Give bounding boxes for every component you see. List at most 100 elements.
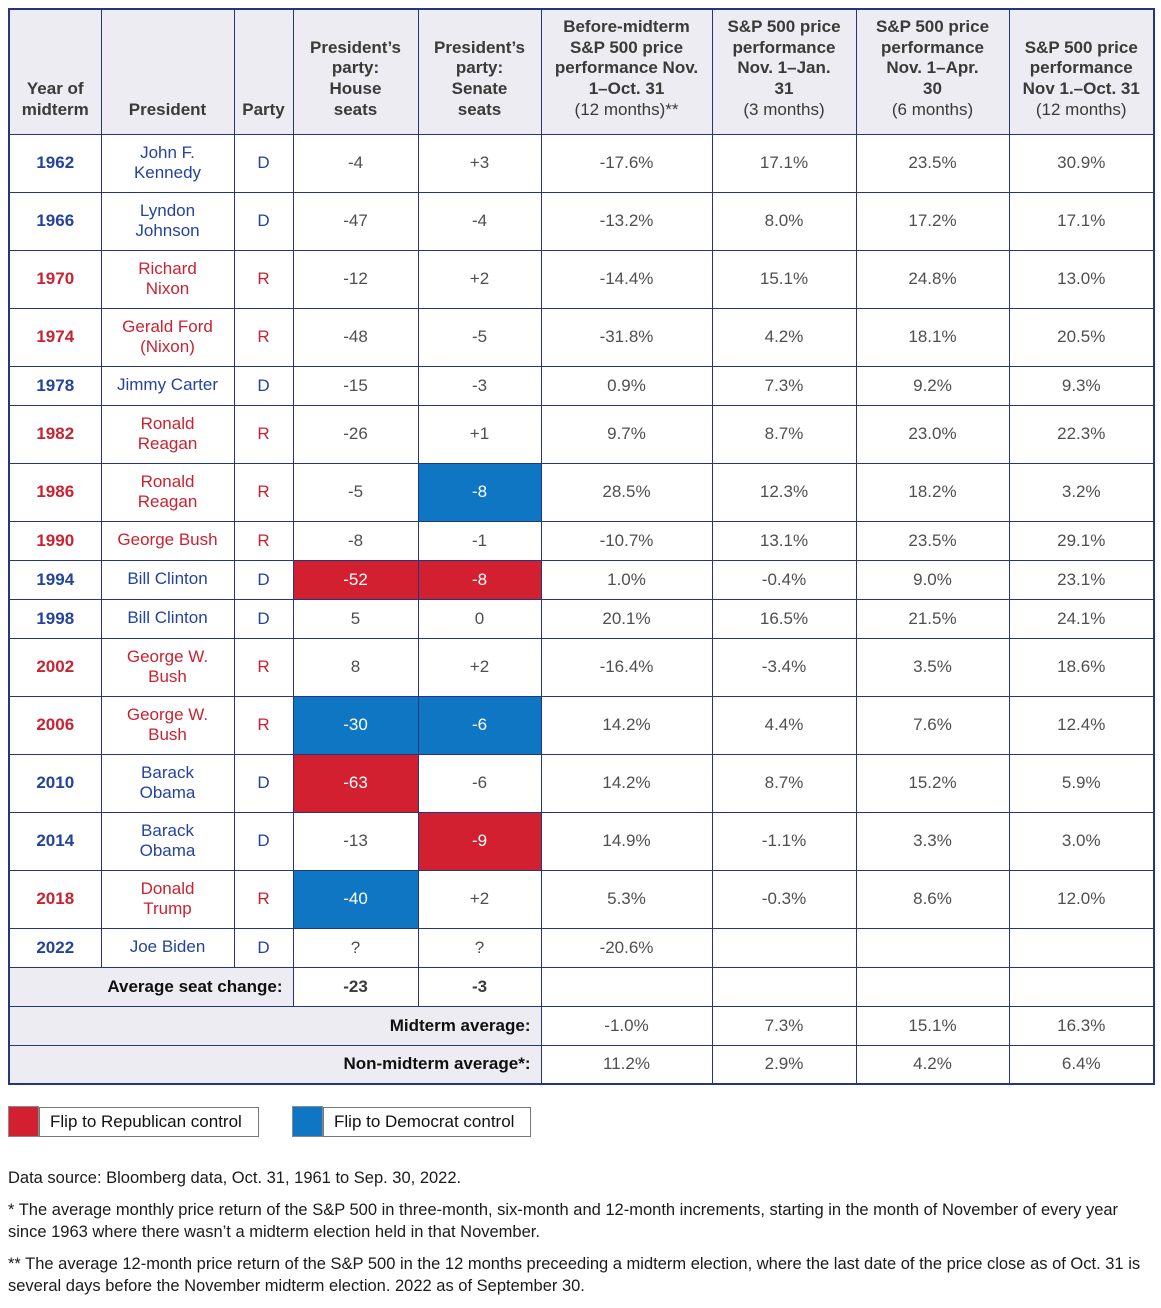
house-seats-cell: -48	[292, 307, 419, 367]
before-midterm-12m-cell: 0.9%	[540, 365, 713, 406]
senate-seats-cell: +3	[417, 133, 542, 193]
republican-flip-swatch	[8, 1106, 39, 1137]
performance-3m-cell: -0.4%	[711, 559, 857, 600]
year-cell: 2018	[8, 869, 102, 929]
senate-seats-cell: +2	[417, 637, 542, 697]
table-row: 1970 Richard Nixon R -12 +2 -14.4% 15.1%…	[8, 249, 1155, 309]
house-seats-cell: -52	[292, 559, 419, 600]
president-cell: George W. Bush	[100, 695, 235, 755]
senate-seats-cell: 0	[417, 598, 542, 639]
performance-12m-cell: 3.0%	[1008, 811, 1155, 871]
before-midterm-12m-cell: 14.2%	[540, 753, 713, 813]
header-president: President	[100, 8, 235, 135]
democrat-flip-label: Flip to Democrat control	[323, 1106, 532, 1137]
non-midterm-average-6m: 4.2%	[855, 1044, 1010, 1085]
performance-12m-cell: 23.1%	[1008, 559, 1155, 600]
footnotes: Data source: Bloomberg data, Oct. 31, 19…	[8, 1168, 1158, 1297]
performance-6m-cell: 3.5%	[855, 637, 1010, 697]
footnote-non-midterm: * The average monthly price return of th…	[8, 1201, 1119, 1241]
before-midterm-12m-cell: -14.4%	[540, 249, 713, 309]
table-row: 1962 John F. Kennedy D -4 +3 -17.6% 17.1…	[8, 133, 1155, 193]
party-cell: D	[233, 365, 294, 406]
senate-seats-cell: +2	[417, 869, 542, 929]
before-midterm-12m-cell: 28.5%	[540, 462, 713, 522]
house-seats-cell: 8	[292, 637, 419, 697]
before-midterm-12m-cell: 9.7%	[540, 404, 713, 464]
party-cell: D	[233, 559, 294, 600]
midterm-average-3m: 7.3%	[711, 1005, 857, 1046]
table-row: 1974 Gerald Ford (Nixon) R -48 -5 -31.8%…	[8, 307, 1155, 367]
party-cell: R	[233, 249, 294, 309]
header-before-midterm-12m: Before-midterm S&P 500 price performance…	[540, 8, 713, 135]
performance-12m-cell: 13.0%	[1008, 249, 1155, 309]
president-cell: George W. Bush	[100, 637, 235, 697]
house-seats-cell: -4	[292, 133, 419, 193]
empty-cell	[540, 966, 713, 1007]
before-midterm-12m-cell: -10.7%	[540, 520, 713, 561]
party-cell: D	[233, 133, 294, 193]
year-cell: 2006	[8, 695, 102, 755]
party-cell: R	[233, 520, 294, 561]
senate-seats-cell: ?	[417, 927, 542, 968]
non-midterm-average-label: Non-midterm average*:	[8, 1044, 542, 1085]
performance-6m-cell: 7.6%	[855, 695, 1010, 755]
year-cell: 1978	[8, 365, 102, 406]
table-row: 2022 Joe Biden D ? ? -20.6%	[8, 927, 1155, 968]
senate-seats-cell: -9	[417, 811, 542, 871]
year-cell: 2002	[8, 637, 102, 697]
president-cell: Lyndon Johnson	[100, 191, 235, 251]
data-source-note: Data source: Bloomberg data, Oct. 31, 19…	[8, 1169, 462, 1187]
democrat-flip-swatch	[292, 1106, 323, 1137]
performance-3m-cell: 7.3%	[711, 365, 857, 406]
header-6-months-title: S&P 500 price performance Nov. 1–Apr. 30	[875, 16, 990, 99]
performance-3m-cell: 15.1%	[711, 249, 857, 309]
header-house-seats-title: President’s party: House seats	[309, 37, 402, 119]
performance-12m-cell: 9.3%	[1008, 365, 1155, 406]
performance-6m-cell: 15.2%	[855, 753, 1010, 813]
before-midterm-12m-cell: -16.4%	[540, 637, 713, 697]
performance-6m-cell: 21.5%	[855, 598, 1010, 639]
table-row: 2010 Barack Obama D -63 -6 14.2% 8.7% 15…	[8, 753, 1155, 813]
empty-cell	[711, 966, 857, 1007]
average-seat-change-row: Average seat change: -23 -3	[8, 966, 1155, 1007]
non-midterm-average-row: Non-midterm average*: 11.2% 2.9% 4.2% 6.…	[8, 1044, 1155, 1085]
non-midterm-average-12m: 6.4%	[1008, 1044, 1155, 1085]
party-cell: R	[233, 695, 294, 755]
performance-3m-cell: 13.1%	[711, 520, 857, 561]
year-cell: 2014	[8, 811, 102, 871]
average-house-seats: -23	[292, 966, 419, 1007]
performance-3m-cell: 4.4%	[711, 695, 857, 755]
performance-12m-cell: 18.6%	[1008, 637, 1155, 697]
president-cell: Joe Biden	[100, 927, 235, 968]
header-year: Year of midterm	[8, 8, 102, 135]
senate-seats-cell: -8	[417, 559, 542, 600]
empty-cell	[855, 966, 1010, 1007]
performance-12m-cell: 24.1%	[1008, 598, 1155, 639]
performance-6m-cell: 9.0%	[855, 559, 1010, 600]
senate-seats-cell: -8	[417, 462, 542, 522]
performance-6m-cell: 18.2%	[855, 462, 1010, 522]
senate-seats-cell: -5	[417, 307, 542, 367]
president-cell: John F. Kennedy	[100, 133, 235, 193]
senate-seats-cell: -3	[417, 365, 542, 406]
legend: Flip to Republican control Flip to Democ…	[8, 1106, 1153, 1141]
performance-6m-cell: 18.1%	[855, 307, 1010, 367]
before-midterm-12m-cell: 14.2%	[540, 695, 713, 755]
performance-12m-cell	[1008, 927, 1155, 968]
before-midterm-12m-cell: -17.6%	[540, 133, 713, 193]
table-summary: Average seat change: -23 -3 Midterm aver…	[8, 966, 1155, 1085]
president-cell: Jimmy Carter	[100, 365, 235, 406]
republican-flip-label: Flip to Republican control	[39, 1106, 259, 1137]
header-12-months: S&P 500 price performance Nov 1.–Oct. 31…	[1008, 8, 1155, 135]
table-row: 1982 Ronald Reagan R -26 +1 9.7% 8.7% 23…	[8, 404, 1155, 464]
performance-3m-cell: 4.2%	[711, 307, 857, 367]
empty-cell	[1008, 966, 1155, 1007]
performance-3m-cell: 17.1%	[711, 133, 857, 193]
before-midterm-12m-cell: -13.2%	[540, 191, 713, 251]
before-midterm-12m-cell: 5.3%	[540, 869, 713, 929]
year-cell: 1998	[8, 598, 102, 639]
year-cell: 1982	[8, 404, 102, 464]
midterm-average-row: Midterm average: -1.0% 7.3% 15.1% 16.3%	[8, 1005, 1155, 1046]
performance-3m-cell	[711, 927, 857, 968]
party-cell: R	[233, 404, 294, 464]
